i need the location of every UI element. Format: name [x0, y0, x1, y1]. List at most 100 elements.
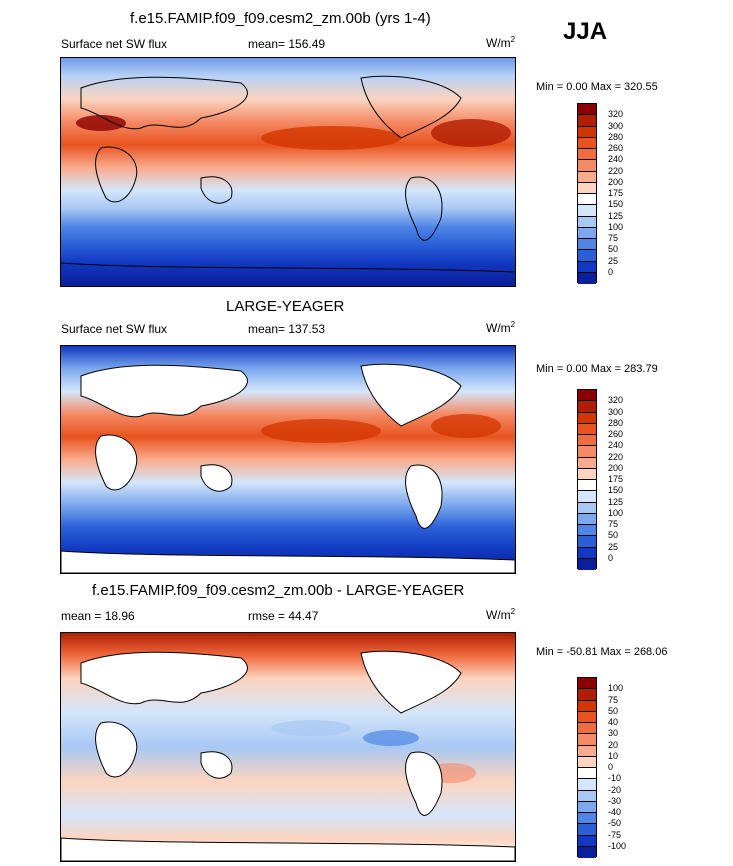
- colorbar-3-segment: [578, 700, 596, 712]
- colorbar-2-segment: [578, 491, 596, 503]
- colorbar-1-tick-label: 75: [608, 233, 619, 243]
- colorbar-3-tick-label: 10: [608, 750, 619, 761]
- colorbar-3-tick-label: 100: [608, 683, 624, 694]
- colorbar-3: [577, 677, 597, 858]
- panel-1-title: f.e15.FAMIP.f09_f09.cesm2_zm.00b (yrs 1-…: [130, 10, 431, 27]
- colorbar-1-segment: [578, 227, 596, 239]
- colorbar-2-segment: [578, 547, 596, 559]
- colorbar-3-tick-label: 75: [608, 694, 619, 705]
- panel-2-title: LARGE-YEAGER: [226, 298, 345, 315]
- colorbar-1-segment: [578, 171, 596, 183]
- colorbar-3-segment: [578, 723, 596, 735]
- colorbar-3-tick-label: 30: [608, 728, 619, 739]
- colorbar-1-segment: [578, 216, 596, 228]
- colorbar-3-segment: [578, 824, 596, 836]
- colorbar-3-segment: [578, 711, 596, 723]
- colorbar-2-segment: [578, 401, 596, 413]
- colorbar-2-tick-label: 280: [608, 417, 624, 428]
- colorbar-1-segment: [578, 194, 596, 206]
- colorbar-1-tick-label: 220: [608, 165, 624, 176]
- colorbar-1-tick-label: 300: [608, 120, 624, 131]
- panel-1-mean: mean= 156.49: [248, 37, 326, 51]
- map-2-svg: [61, 346, 515, 573]
- colorbar-3-segment: [578, 790, 596, 802]
- colorbar-1-tick-label: 100: [608, 221, 624, 232]
- colorbar-3-segment: [578, 768, 596, 780]
- colorbar-3-segment: [578, 801, 596, 813]
- colorbar-3-tick-label: -40: [608, 807, 622, 817]
- colorbar-2-tick-label: 50: [608, 530, 619, 541]
- colorbar-3-segment: [578, 756, 596, 768]
- map-panel-3: [60, 632, 516, 862]
- colorbar-2-tick-label: 220: [608, 451, 624, 462]
- colorbar-1-tick-label: 240: [608, 154, 624, 165]
- panel-2-mean: mean= 137.53: [248, 322, 326, 336]
- colorbar-2-tick-label: 260: [608, 429, 624, 439]
- colorbar-2-segment: [578, 457, 596, 469]
- colorbar-2-segment: [578, 390, 596, 402]
- colorbar-2-tick-label: 125: [608, 496, 624, 507]
- colorbar-1-tick-label: 175: [608, 188, 624, 198]
- colorbar-2-tick-label: 75: [608, 519, 619, 529]
- colorbar-3-tick-label: -75: [608, 829, 622, 840]
- map-1-field: [61, 58, 515, 286]
- colorbar-3-segment: [578, 745, 596, 757]
- colorbar-1-segment: [578, 182, 596, 194]
- colorbar-3-segment: [578, 779, 596, 791]
- colorbar-2-segment: [578, 525, 596, 537]
- panel-3-units: W/m2: [486, 607, 516, 622]
- colorbar-1-segment: [578, 104, 596, 116]
- colorbar-1-tick-label: 0: [608, 266, 614, 277]
- colorbar-2-tick-label: 200: [608, 462, 624, 473]
- colorbar-1-segment: [578, 205, 596, 217]
- panel-1-left-label: Surface net SW flux: [61, 37, 168, 51]
- colorbar-2-tick-label: 175: [608, 474, 624, 484]
- colorbar-2-segment: [578, 423, 596, 435]
- colorbar-2-segment: [578, 468, 596, 480]
- panel-1-units: W/m2: [486, 35, 516, 50]
- season-label: JJA: [563, 18, 608, 45]
- colorbar-1-tick-label: 260: [608, 143, 624, 153]
- colorbar-3-tick-label: 20: [608, 739, 619, 750]
- colorbar-3-segment: [578, 835, 596, 847]
- colorbar-1-segment: [578, 261, 596, 273]
- colorbar-1-segment: [578, 160, 596, 172]
- colorbar-3-tick-label: -10: [608, 773, 622, 784]
- colorbar-2-segment: [578, 435, 596, 447]
- colorbar-1-tick-label: 125: [608, 210, 624, 221]
- panel-1-minmax: Min = 0.00 Max = 320.55: [536, 81, 658, 93]
- colorbar-2-tick-label: 240: [608, 440, 624, 451]
- panel-2-units: W/m2: [486, 320, 516, 335]
- panel-3-minmax: Min = -50.81 Max = 268.06: [536, 646, 668, 658]
- panel-2-left-label: Surface net SW flux: [61, 322, 168, 336]
- colorbar-3-segment: [578, 734, 596, 746]
- colorbar-1-tick-label: 50: [608, 244, 619, 255]
- colorbar-3-segment: [578, 689, 596, 701]
- colorbar-3-tick-label: 40: [608, 717, 619, 727]
- colorbar-2-segment: [578, 513, 596, 525]
- panel-3-mean: mean = 18.96: [61, 609, 135, 623]
- colorbar-2-tick-label: 150: [608, 485, 624, 496]
- colorbar-2-tick-label: 300: [608, 406, 624, 417]
- colorbar-3-tick-label: -20: [608, 784, 622, 795]
- colorbar-1-tick-label: 200: [608, 176, 624, 187]
- colorbar-1-tick-label: 25: [608, 255, 619, 266]
- colorbar-2-tick-label: 25: [608, 541, 619, 552]
- colorbar-1-segment: [578, 115, 596, 127]
- panel-3-rmse: rmse = 44.47: [248, 609, 319, 623]
- colorbar-1-segment: [578, 272, 596, 284]
- colorbar-2-tick-label: 320: [608, 395, 624, 406]
- colorbar-1-segment: [578, 149, 596, 161]
- colorbar-3-tick-label: -30: [608, 795, 622, 806]
- colorbar-1-tick-label: 320: [608, 109, 624, 120]
- colorbar-1-segment: [578, 250, 596, 262]
- colorbar-2: [577, 389, 597, 570]
- colorbar-3-tick-label: 0: [608, 762, 614, 772]
- colorbar-3-segment: [578, 846, 596, 858]
- colorbar-3-tick-label: -50: [608, 818, 622, 829]
- panel-3-title: f.e15.FAMIP.f09_f09.cesm2_zm.00b - LARGE…: [92, 582, 465, 599]
- colorbar-2-segment: [578, 536, 596, 548]
- colorbar-3-segment: [578, 678, 596, 690]
- colorbar-3-tick-label: 50: [608, 705, 619, 716]
- colorbar-1-tick-label: 150: [608, 199, 624, 210]
